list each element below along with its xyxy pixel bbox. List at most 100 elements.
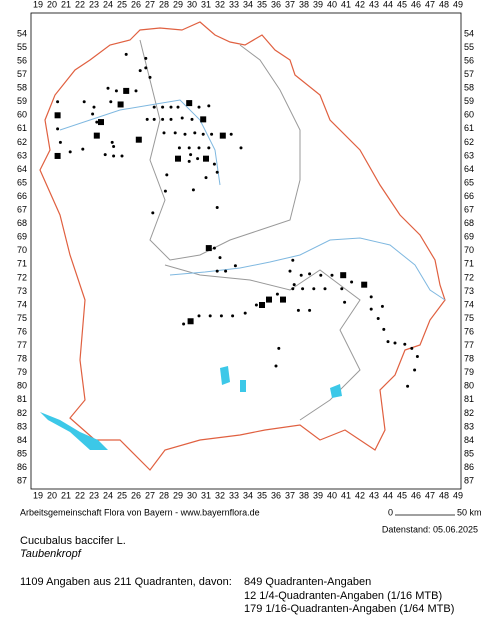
- occurrence-dot: [224, 269, 228, 273]
- row-label: 76: [464, 326, 474, 336]
- row-label: 73: [17, 286, 27, 296]
- column-label: 28: [159, 490, 169, 500]
- row-label: 54: [17, 28, 27, 38]
- occurrence-dot: [144, 66, 148, 70]
- row-label: 58: [17, 83, 27, 93]
- column-label: 48: [439, 0, 449, 9]
- occurrence-dot: [182, 322, 186, 326]
- column-label: 23: [89, 0, 99, 9]
- occurrence-dot: [56, 100, 60, 104]
- occurrence-dot: [161, 117, 165, 121]
- occurrence-dot: [191, 188, 195, 192]
- occurrence-dot: [177, 146, 181, 150]
- occurrence-dot: [275, 292, 279, 296]
- row-label: 69: [17, 232, 27, 242]
- row-label: 59: [17, 96, 27, 106]
- occurrence-dot: [301, 287, 305, 291]
- region-border: [139, 39, 301, 261]
- row-label: 85: [464, 448, 474, 458]
- occurrence-dot: [183, 132, 187, 136]
- row-label: 86: [464, 462, 474, 472]
- occurrence-dot: [106, 86, 110, 90]
- occurrence-dot: [319, 273, 323, 277]
- row-label: 72: [17, 272, 27, 282]
- column-label: 31: [201, 490, 211, 500]
- row-label: 63: [17, 150, 27, 160]
- occurrence-dot: [196, 157, 200, 161]
- row-label: 71: [17, 259, 27, 269]
- occurrence-dot: [207, 146, 211, 150]
- column-label: 25: [117, 0, 127, 9]
- occurrence-dot: [161, 105, 165, 109]
- column-label: 48: [439, 490, 449, 500]
- occurrence-dot: [204, 176, 208, 180]
- occurrence-dot: [152, 117, 156, 121]
- occurrence-square: [259, 302, 265, 308]
- column-label: 44: [383, 490, 393, 500]
- column-label: 32: [215, 0, 225, 9]
- occurrence-dot: [254, 303, 258, 307]
- column-label: 32: [215, 490, 225, 500]
- occurrence-dot: [210, 132, 214, 136]
- lake: [40, 412, 108, 450]
- row-label: 75: [464, 313, 474, 323]
- row-label: 67: [17, 205, 27, 215]
- river: [169, 237, 446, 301]
- row-label: 75: [17, 313, 27, 323]
- row-label: 79: [464, 367, 474, 377]
- column-label: 34: [243, 490, 253, 500]
- row-label: 82: [17, 408, 27, 418]
- occurrence-dot: [56, 127, 60, 131]
- column-label: 21: [61, 0, 71, 9]
- row-label: 62: [17, 137, 27, 147]
- column-label: 49: [453, 490, 463, 500]
- occurrence-dot: [163, 189, 167, 193]
- occurrence-dot: [112, 154, 116, 158]
- occurrence-dot: [148, 75, 152, 79]
- row-label: 84: [464, 435, 474, 445]
- column-label: 43: [369, 0, 379, 9]
- row-label: 68: [464, 218, 474, 228]
- occurrence-dot: [176, 105, 180, 109]
- occurrence-dot: [386, 340, 390, 344]
- row-label: 74: [464, 299, 474, 309]
- row-label: 85: [17, 448, 27, 458]
- scale-end: 50 km: [457, 507, 482, 517]
- occurrence-dot: [208, 314, 212, 318]
- row-label: 80: [17, 381, 27, 391]
- column-label: 46: [411, 490, 421, 500]
- row-label: 57: [17, 69, 27, 79]
- row-label: 69: [464, 232, 474, 242]
- column-label: 25: [117, 490, 127, 500]
- occurrence-dot: [350, 280, 354, 284]
- occurrence-dot: [58, 140, 62, 144]
- row-label: 56: [464, 55, 474, 65]
- river: [59, 99, 221, 186]
- column-label: 36: [271, 0, 281, 9]
- occurrence-dot: [340, 287, 344, 291]
- occurrence-dot: [323, 287, 327, 291]
- occurrence-dot: [124, 52, 128, 56]
- row-label: 67: [464, 205, 474, 215]
- occurrence-dot: [152, 105, 156, 109]
- row-label: 80: [464, 381, 474, 391]
- occurrence-dot: [212, 162, 216, 166]
- occurrence-dot: [292, 283, 296, 287]
- occurrence-dot: [393, 341, 397, 345]
- occurrence-dot: [187, 159, 191, 163]
- row-label: 83: [17, 421, 27, 431]
- occurrence-dot: [312, 287, 316, 291]
- occurrence-dot: [299, 273, 303, 277]
- occurrence-square: [186, 100, 193, 107]
- scale-start: 0: [388, 507, 393, 517]
- date: Datenstand: 05.06.2025: [382, 524, 478, 534]
- occurrence-square: [200, 116, 207, 123]
- column-label: 30: [187, 490, 197, 500]
- row-label: 55: [464, 42, 474, 52]
- occurrence-dot: [169, 117, 173, 121]
- occurrence-dot: [212, 246, 216, 250]
- occurrence-dot: [145, 117, 149, 121]
- column-label: 20: [47, 0, 57, 9]
- column-label: 37: [285, 0, 295, 9]
